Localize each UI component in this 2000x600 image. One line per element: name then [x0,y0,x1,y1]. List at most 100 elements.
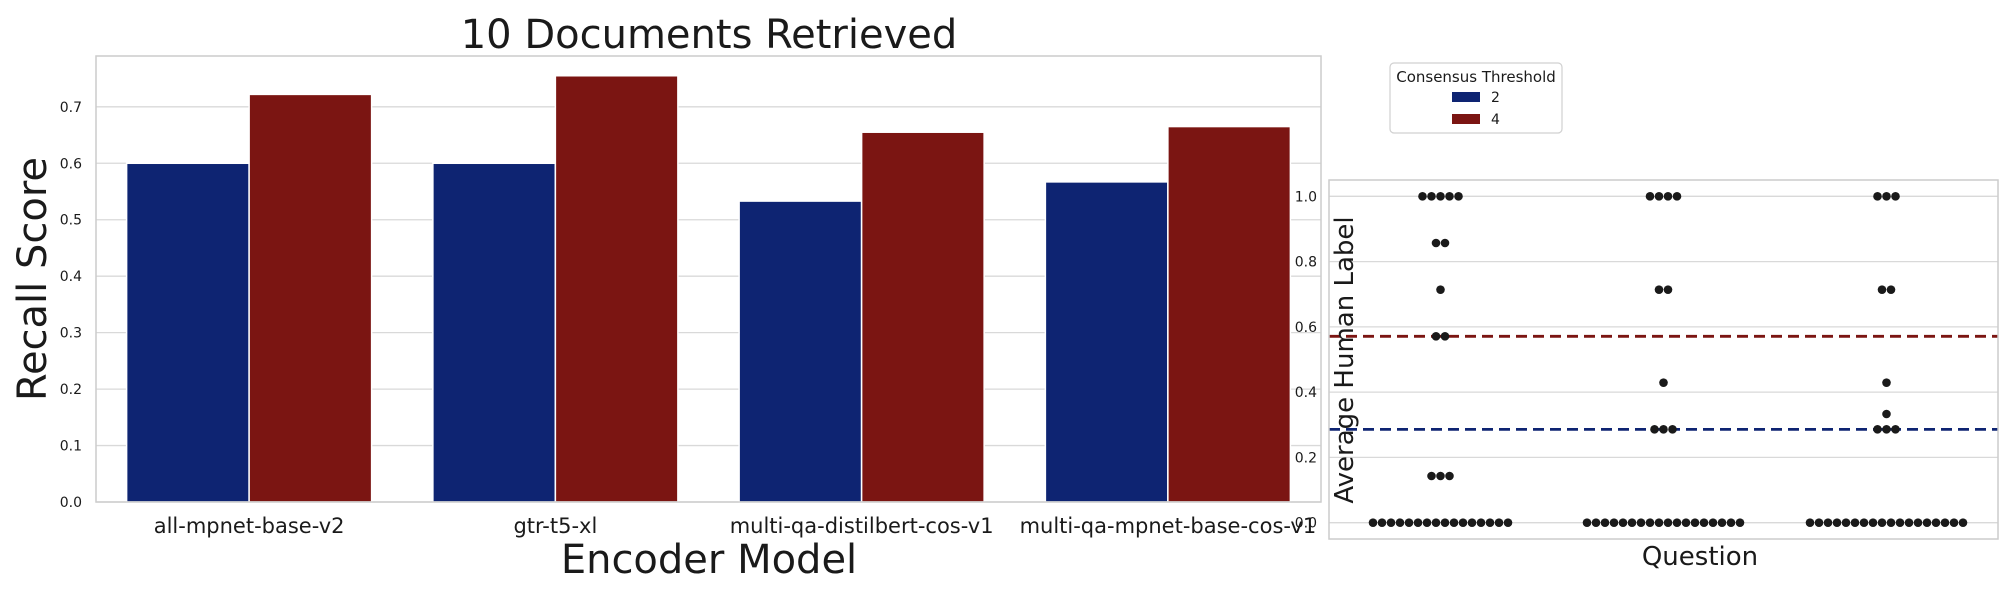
swarm-point [1814,518,1824,527]
swarm-point [1904,518,1914,527]
bar-2-series-2 [432,162,557,503]
swarm-point [1663,192,1673,201]
bar-chart-title: 10 Documents Retrieved [461,12,958,58]
swarm-point [1440,518,1450,527]
swarm-point [1431,332,1441,341]
swarm-y-tick-label: 0.8 [1295,255,1317,271]
swarm-point [1449,518,1459,527]
swarm-point [1735,518,1745,527]
swarm-point [1922,518,1932,527]
swarm-point [1436,192,1445,201]
bar-4-series-4 [1167,125,1292,503]
swarm-point [1494,518,1504,527]
swarm-point [1886,285,1896,294]
bar-chart-frame [95,55,1322,503]
swarm-point [1436,285,1445,294]
swarm-chart-frame [1328,179,1999,540]
swarm-point [1681,518,1691,527]
swarm-point [1458,518,1468,527]
swarm-point [1805,518,1815,527]
swarm-point [1659,378,1668,387]
swarm-point [1418,192,1427,201]
swarm-point [1832,518,1842,527]
swarm-point [1476,518,1486,527]
swarm-point [1877,285,1887,294]
bar-chart-y-axis-label: Recall Score [10,157,56,401]
swarm-y-tick-label: 0.0 [1295,516,1317,532]
legend-title: Consensus Threshold [1396,68,1556,86]
swarm-chart: Consensus Threshold 2 4 0.0 0.2 0.4 0.6 0.8 1… [1295,62,1999,572]
swarm-point [1850,518,1860,527]
swarm-y-tick-label: 0.2 [1295,450,1317,466]
legend-swatch-4 [1452,114,1480,124]
swarm-point [1467,518,1477,527]
swarm-point [1940,518,1950,527]
bar-x-tick-label: gtr-t5-xl [513,514,597,538]
swarm-point [1882,409,1891,419]
bar-chart: 10 Documents Retrieved 0.00.10.20.30.40.… [10,12,1322,583]
bar-3-series-2 [738,200,863,503]
bar-3-series-4 [860,131,985,503]
swarm-points [1368,192,1968,527]
swarm-point [1654,285,1664,294]
legend: Consensus Threshold 2 4 [1389,62,1563,134]
swarm-point [1654,518,1664,527]
swarm-point [1422,518,1432,527]
bar-x-tick-label: all-mpnet-base-v2 [154,514,345,538]
swarm-point [1600,518,1610,527]
swarm-point [1949,518,1959,527]
bar-chart-y-ticks: 0.0 0.1 0.2 0.3 0.4 0.5 0.6 0.7 [60,100,82,511]
swarm-point [1636,518,1646,527]
swarm-point [1672,192,1682,201]
bar-chart-bars [125,75,1292,503]
swarm-point [1873,192,1882,201]
swarm-point [1895,518,1905,527]
swarm-point [1654,192,1664,201]
swarm-point [1395,518,1405,527]
swarm-point [1886,518,1896,527]
swarm-point [1668,425,1677,434]
swarm-point [1413,518,1423,527]
bar-x-tick-label: multi-qa-distilbert-cos-v1 [730,514,994,538]
swarm-point [1663,285,1673,294]
swarm-point [1582,518,1592,527]
bar-4-series-2 [1044,181,1169,503]
swarm-point [1672,518,1682,527]
swarm-point [1431,238,1441,248]
swarm-point [1609,518,1619,527]
swarm-point [1485,518,1495,527]
swarm-point [1427,192,1436,201]
swarm-point [1454,192,1463,201]
swarm-point [1503,518,1513,527]
swarm-point [1717,518,1727,527]
swarm-point [1386,518,1396,527]
swarm-point [1645,518,1655,527]
swarm-point [1958,518,1968,527]
swarm-point [1868,518,1878,527]
bar-1-series-4 [248,93,373,503]
swarm-point [1882,425,1891,434]
swarm-point [1726,518,1736,527]
swarm-point [1591,518,1601,527]
swarm-y-tick-label: 1.0 [1295,189,1317,205]
bar-y-tick-label: 0.2 [60,382,82,398]
swarm-point [1690,518,1700,527]
swarm-chart-y-ticks: 0.0 0.2 0.4 0.6 0.8 1.0 [1295,189,1317,531]
swarm-point [1368,518,1378,527]
swarm-point [1823,518,1833,527]
swarm-point [1891,192,1900,201]
bar-y-tick-label: 0.5 [60,213,82,229]
bar-y-tick-label: 0.1 [60,439,82,455]
swarm-chart-y-axis-label: Average Human Label [1330,216,1360,503]
swarm-point [1663,518,1673,527]
swarm-point [1436,471,1445,481]
bar-x-tick-label: multi-qa-mpnet-base-cos-v1 [1020,514,1317,538]
swarm-point [1445,192,1454,201]
bar-y-tick-label: 0.0 [60,495,82,511]
swarm-point [1882,378,1891,387]
threshold-lines [1329,334,1998,431]
swarm-point [1650,425,1659,434]
swarm-point [1891,425,1900,434]
swarm-point [1427,471,1436,481]
